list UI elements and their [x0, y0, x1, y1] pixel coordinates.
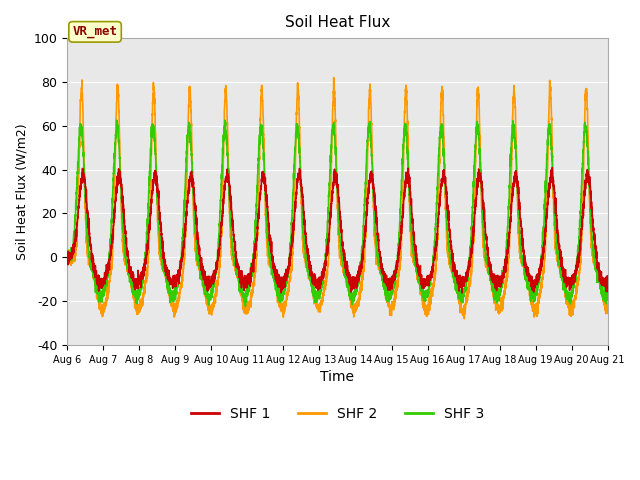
Y-axis label: Soil Heat Flux (W/m2): Soil Heat Flux (W/m2): [15, 123, 28, 260]
Text: VR_met: VR_met: [72, 25, 118, 38]
Legend: SHF 1, SHF 2, SHF 3: SHF 1, SHF 2, SHF 3: [186, 401, 490, 426]
X-axis label: Time: Time: [321, 370, 355, 384]
Title: Soil Heat Flux: Soil Heat Flux: [285, 15, 390, 30]
